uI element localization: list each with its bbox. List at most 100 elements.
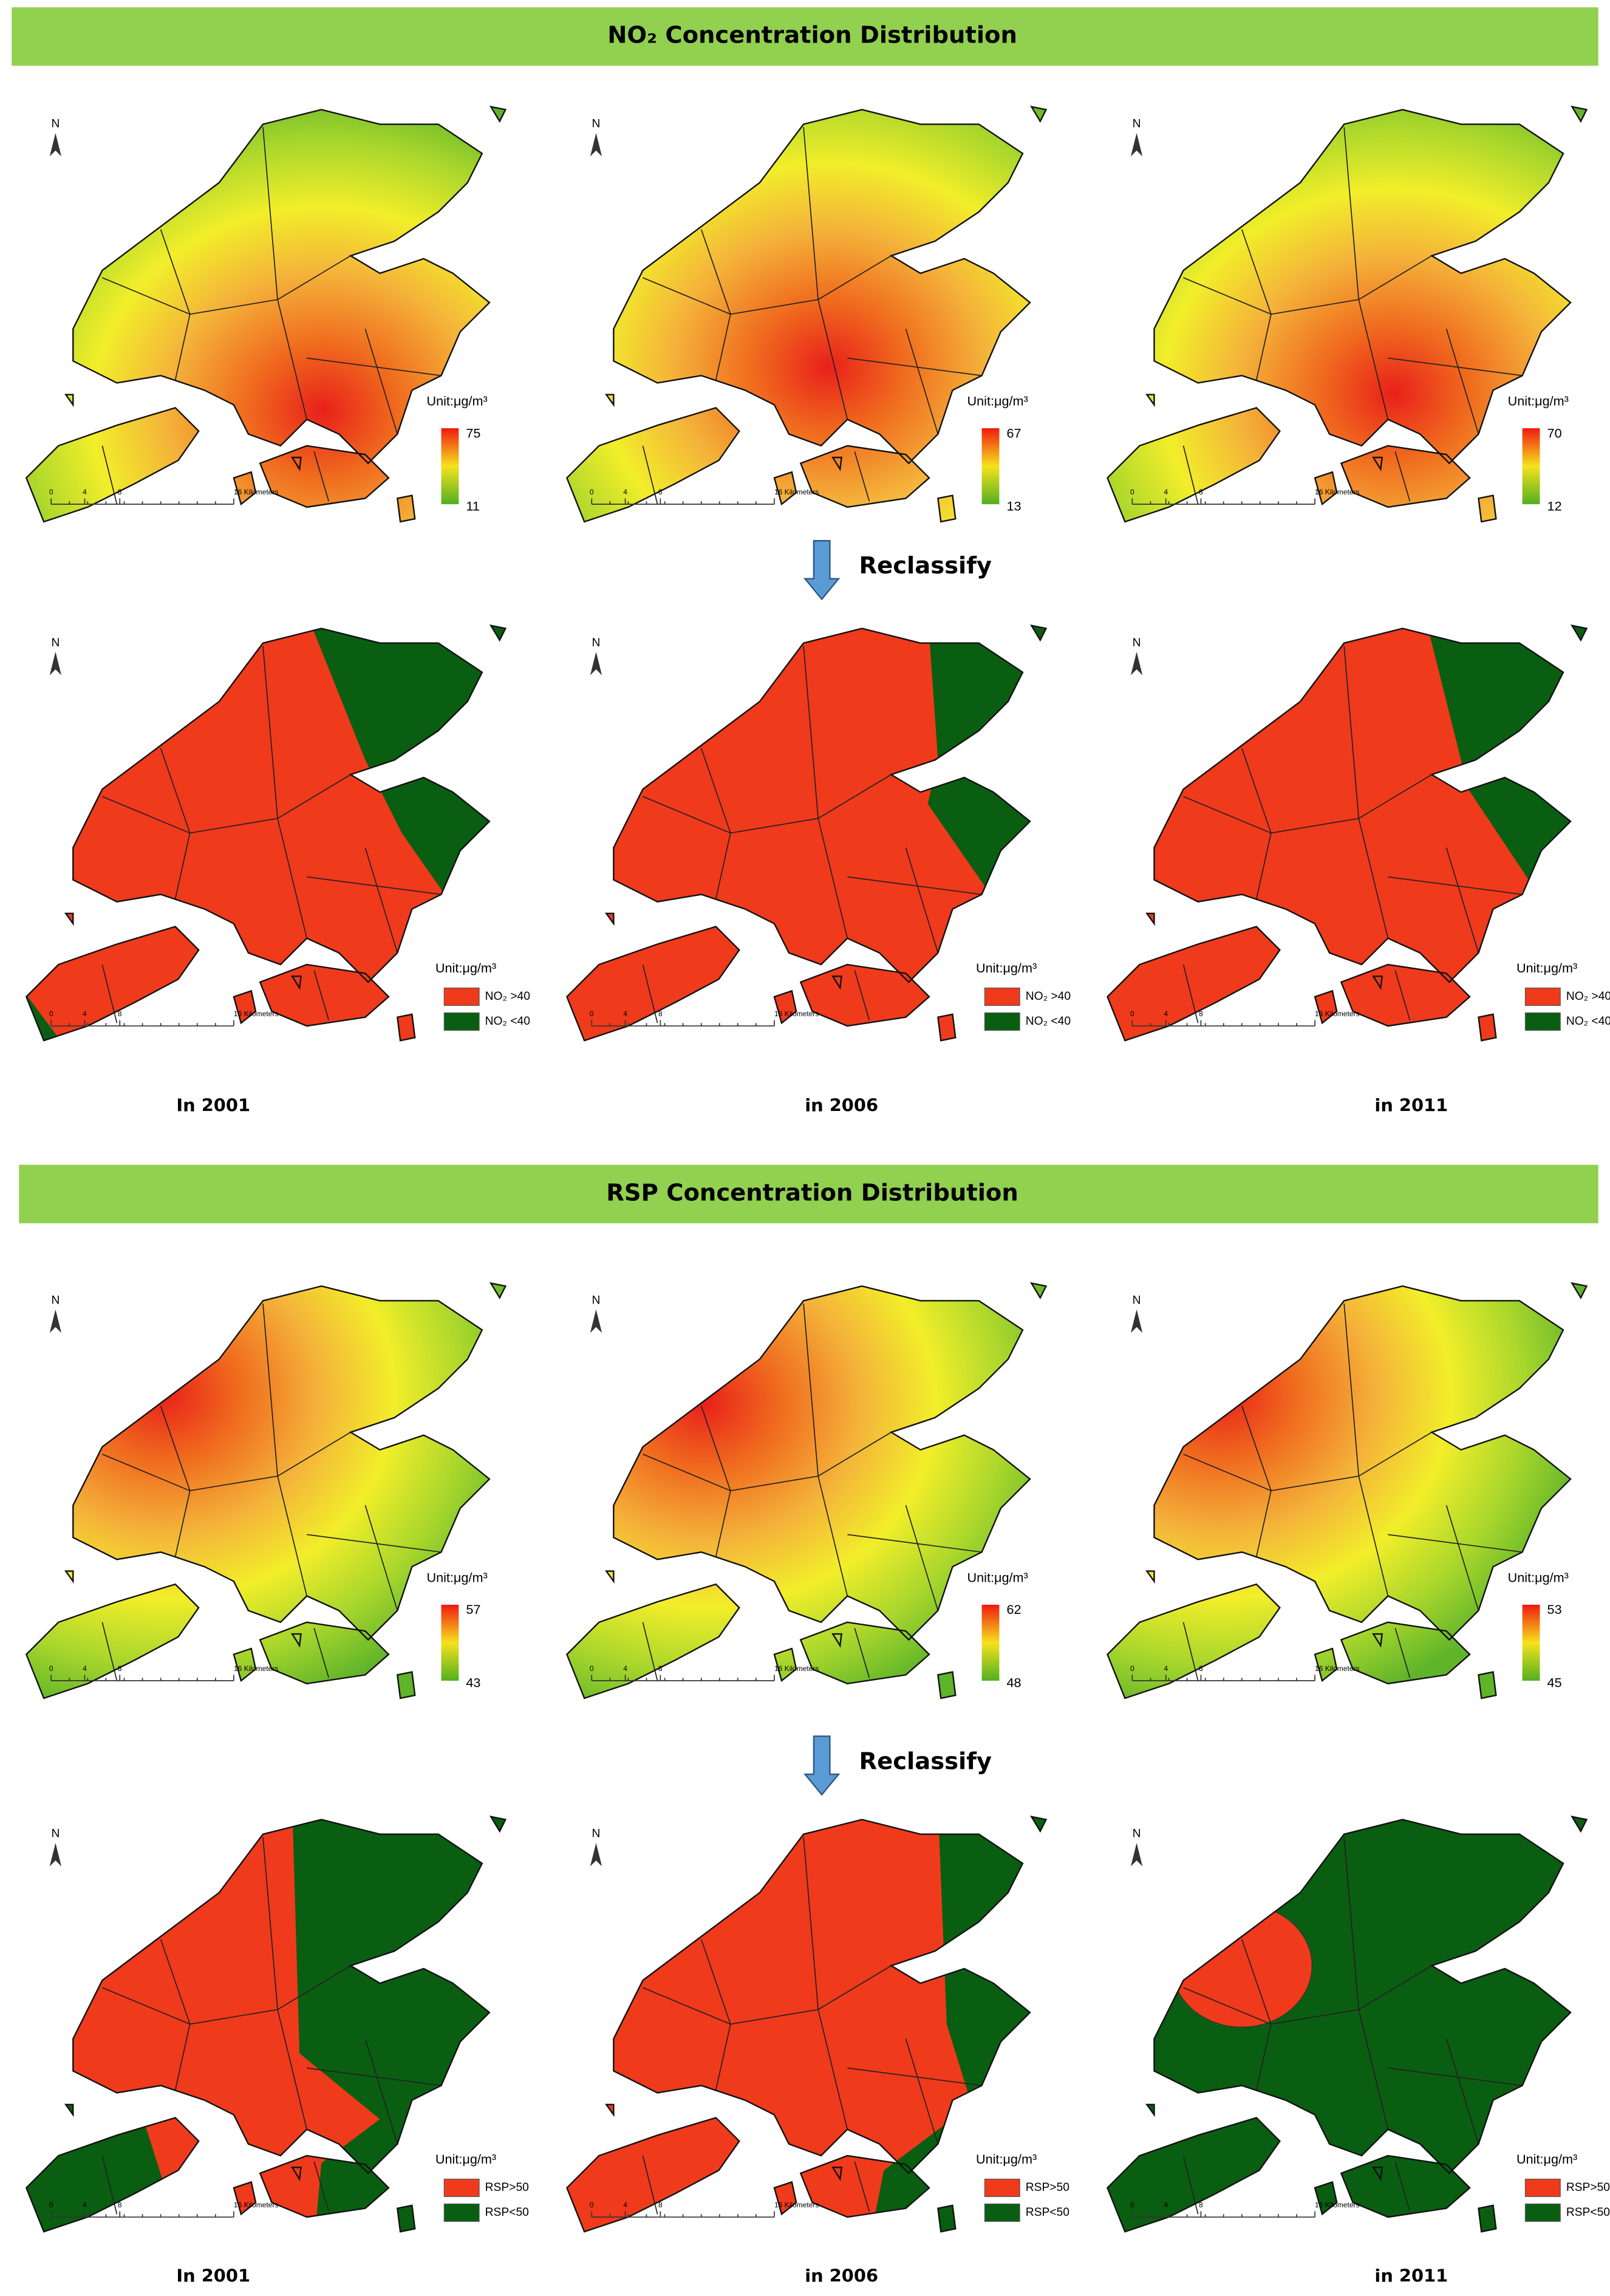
legend-unit: Unit:μg/m³ <box>967 1570 1028 1585</box>
legend-swatch-above <box>444 2179 479 2197</box>
figure: NO₂ Concentration DistributionReclassify… <box>0 0 1610 2296</box>
land-fill <box>555 1271 1052 1710</box>
class-below-area <box>1096 1805 1592 2244</box>
north-arrow <box>50 652 61 675</box>
land <box>15 1271 511 1710</box>
legend-color-bar <box>1523 1605 1540 1681</box>
scale-label: 0 <box>1130 488 1134 496</box>
legend-swatch-below <box>1525 2204 1560 2221</box>
land-fill <box>15 614 511 1053</box>
legend-swatch-below <box>444 1013 479 1030</box>
classified-map: N04816 KilometersUnit:μg/m³RSP>50RSP<50 <box>1096 1805 1610 2244</box>
continuous-map: N04816 KilometersUnit:μg/m³6248 <box>555 1271 1052 1710</box>
scale-label: 8 <box>658 2201 663 2209</box>
legend-max: 53 <box>1547 1602 1562 1617</box>
scale-label: 4 <box>623 1010 627 1018</box>
legend-class: RSP<50 <box>485 2206 529 2219</box>
legend-unit: Unit:μg/m³ <box>976 960 1037 975</box>
north-label: N <box>1133 637 1141 649</box>
legend-unit: Unit:μg/m³ <box>1516 960 1577 975</box>
land-fill <box>15 1271 511 1710</box>
scale-label: 0 <box>590 2201 594 2209</box>
north-label: N <box>51 118 60 131</box>
scale-label: 4 <box>83 2201 87 2209</box>
land-fill <box>1096 95 1592 533</box>
legend-swatch-below <box>1525 1013 1560 1030</box>
legend-min: 48 <box>1006 1675 1021 1690</box>
legend-min: 11 <box>466 499 479 514</box>
legend-min: 45 <box>1547 1675 1562 1690</box>
scale-label: 8 <box>118 1010 122 1018</box>
land-fill <box>555 1805 1052 2244</box>
scale-label: 8 <box>658 1664 663 1673</box>
scale-label: 8 <box>1199 1010 1203 1018</box>
north-label: N <box>51 1294 60 1307</box>
land <box>1096 1271 1592 1710</box>
scale-label: 0 <box>49 2201 53 2209</box>
legend-color-bar <box>441 428 459 504</box>
north-arrow <box>1131 652 1142 675</box>
classified-map: N04816 KilometersUnit:μg/m³NO₂ >40NO₂ <4… <box>15 614 530 1053</box>
land-fill <box>1096 614 1592 1053</box>
legend-unit: Unit:μg/m³ <box>435 960 496 975</box>
legend-class: NO₂ >40 <box>1566 990 1610 1003</box>
scale-label: 4 <box>83 488 87 496</box>
land <box>555 1271 1052 1710</box>
body: { "sections": [ { "title": "NO₂ Concentr… <box>0 0 1610 2296</box>
scale-label: 8 <box>118 1664 122 1673</box>
legend-swatch-above <box>444 988 479 1006</box>
scale-label: 4 <box>83 1664 87 1673</box>
section-title: NO₂ Concentration Distribution <box>607 22 1017 49</box>
year-label: in 2011 <box>1374 1095 1448 1115</box>
scale-label: 16 Kilometers <box>1315 1664 1359 1673</box>
legend-color-bar <box>441 1605 459 1681</box>
north-label: N <box>51 637 60 649</box>
scale-label: 4 <box>623 2201 627 2209</box>
legend-swatch-below <box>984 2204 1020 2221</box>
north-label: N <box>592 1294 601 1307</box>
land-fill <box>15 1805 511 2244</box>
north-arrow <box>50 1310 61 1333</box>
scale-label: 8 <box>658 1010 663 1018</box>
scale-label: 16 Kilometers <box>1315 488 1359 496</box>
legend-unit: Unit:μg/m³ <box>435 2151 496 2167</box>
north-label: N <box>1133 1294 1141 1307</box>
legend-class: RSP>50 <box>1566 2181 1610 2194</box>
legend-class: NO₂ >40 <box>485 990 530 1003</box>
land-fill <box>555 614 1052 1053</box>
classified-map: N04816 KilometersUnit:μg/m³RSP>50RSP<50 <box>555 1805 1069 2244</box>
north-label: N <box>1133 118 1141 131</box>
year-label: In 2001 <box>176 2266 250 2286</box>
north-label: N <box>51 1828 60 1840</box>
scale-label: 4 <box>83 1010 87 1018</box>
north-arrow <box>590 133 602 156</box>
north-arrow <box>590 1843 602 1866</box>
legend-min: 12 <box>1547 499 1562 514</box>
year-label: in 2006 <box>805 1095 878 1115</box>
year-label: In 2001 <box>176 1095 250 1115</box>
page: NO₂ and RSP Concentration Distribution h… <box>0 0 1610 2296</box>
legend-class: NO₂ <40 <box>1026 1015 1071 1028</box>
north-arrow <box>1131 1843 1142 1866</box>
scale-label: 8 <box>118 2201 122 2209</box>
legend-swatch-below <box>444 2204 479 2221</box>
legend-unit: Unit:μg/m³ <box>426 393 487 408</box>
land <box>555 95 1052 533</box>
scale-label: 16 Kilometers <box>774 2201 819 2209</box>
legend-unit: Unit:μg/m³ <box>426 1570 487 1585</box>
legend-max: 67 <box>1006 425 1021 440</box>
reclassify-arrow <box>805 541 839 599</box>
scale-label: 0 <box>49 488 53 496</box>
north-arrow <box>1131 1310 1142 1333</box>
scale-label: 4 <box>1164 1664 1168 1673</box>
legend-unit: Unit:μg/m³ <box>1516 2151 1577 2167</box>
north-arrow <box>50 133 61 156</box>
legend-max: 62 <box>1006 1602 1021 1617</box>
scale-label: 0 <box>590 1010 594 1018</box>
legend-class: NO₂ <40 <box>485 1015 530 1028</box>
north-arrow <box>590 1310 602 1333</box>
